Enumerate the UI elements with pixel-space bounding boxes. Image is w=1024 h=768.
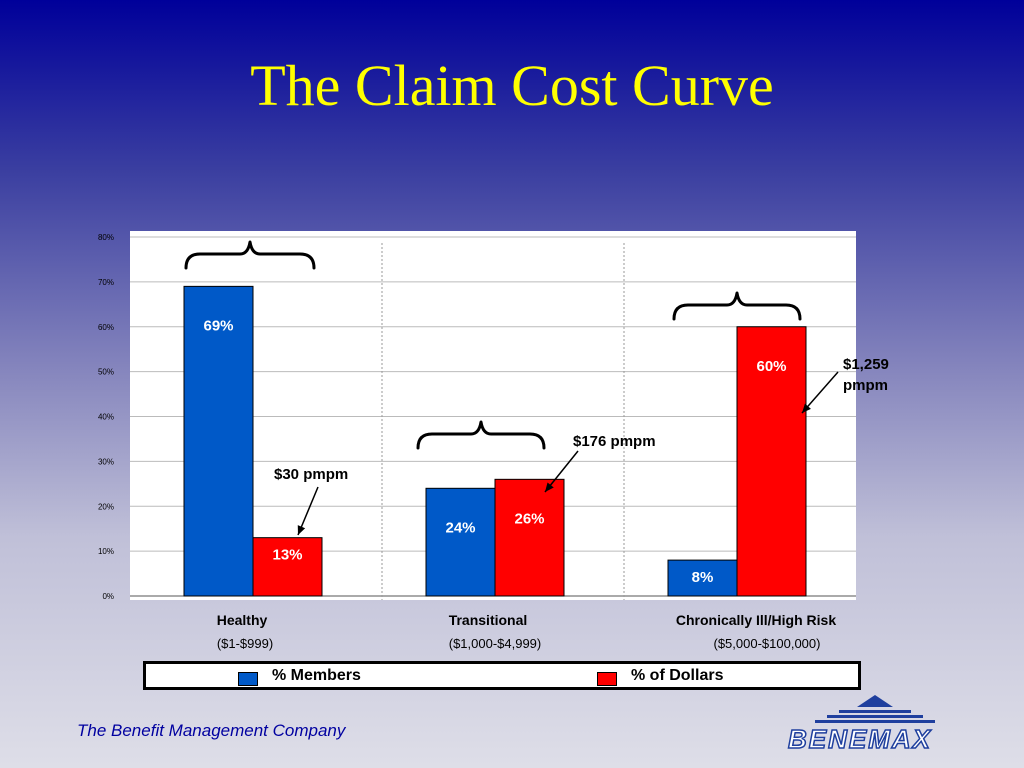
group-brace — [672, 291, 802, 321]
category-label-healthy: Healthy — [216, 612, 268, 628]
y-tick-label: 0% — [102, 592, 114, 601]
legend-swatch-members — [238, 672, 258, 686]
category-range-healthy: ($1-$999) — [216, 636, 274, 651]
annotation-1259-pmpm-line2: pmpm — [843, 377, 888, 394]
slide-title: The Claim Cost Curve — [250, 53, 774, 118]
bar-value-label: 26% — [514, 510, 544, 527]
annotation-30-pmpm: $30 pmpm — [274, 466, 348, 483]
bar-members-0 — [183, 285, 254, 597]
legend-swatch-dollars — [597, 672, 617, 686]
bar-value-label: 8% — [692, 569, 714, 586]
arrowhead — [802, 403, 811, 413]
y-tick-label: 20% — [98, 502, 114, 511]
annotation-arrow — [801, 371, 839, 414]
bars: 69% 24% 8% 13% 26% 60% — [183, 285, 807, 597]
y-tick-label: 80% — [98, 233, 114, 242]
annotation-arrows — [297, 371, 839, 536]
bar-value-label: 24% — [445, 519, 475, 536]
y-tick-label: 30% — [98, 457, 114, 466]
arrowhead — [297, 525, 306, 535]
legend: % Members % of Dollars — [143, 661, 861, 690]
benemax-logo: BENEMAX — [787, 695, 935, 753]
legend-label-members: % Members — [272, 667, 361, 684]
bar-dollars-0 — [252, 537, 323, 597]
group-brace — [184, 240, 316, 270]
bar-members-1 — [425, 487, 496, 597]
category-range-transitional: ($1,000-$4,999) — [448, 636, 542, 651]
y-tick-label: 40% — [98, 413, 114, 422]
category-range-chronic: ($5,000-$100,000) — [713, 636, 821, 651]
bar-value-label: 60% — [756, 358, 786, 375]
braces — [184, 240, 802, 450]
footer-tagline: The Benefit Management Company — [77, 721, 346, 740]
group-brace — [416, 420, 546, 450]
legend-label-dollars: % of Dollars — [631, 667, 724, 684]
category-label-chronic: Chronically Ill/High Risk — [675, 612, 837, 628]
bar-value-label: 69% — [203, 317, 233, 334]
bar-members-2 — [667, 559, 738, 597]
y-axis-ticks: 0% 10% 20% 30% 40% 50% 60% 70% 80% — [98, 233, 114, 601]
bar-dollars-1 — [494, 478, 565, 597]
arrowhead — [545, 482, 554, 492]
y-tick-label: 70% — [98, 278, 114, 287]
bar-dollars-2 — [736, 326, 807, 597]
y-tick-label: 50% — [98, 368, 114, 377]
annotation-1259-pmpm-line1: $1,259 — [843, 356, 889, 373]
y-tick-label: 60% — [98, 323, 114, 332]
bar-value-label: 13% — [272, 547, 302, 564]
logo-wordmark: BENEMAX — [788, 724, 932, 753]
annotation-176-pmpm: $176 pmpm — [573, 433, 656, 450]
y-tick-label: 10% — [98, 547, 114, 556]
category-label-transitional: Transitional — [448, 612, 528, 628]
logo-roof-icon — [857, 695, 893, 707]
